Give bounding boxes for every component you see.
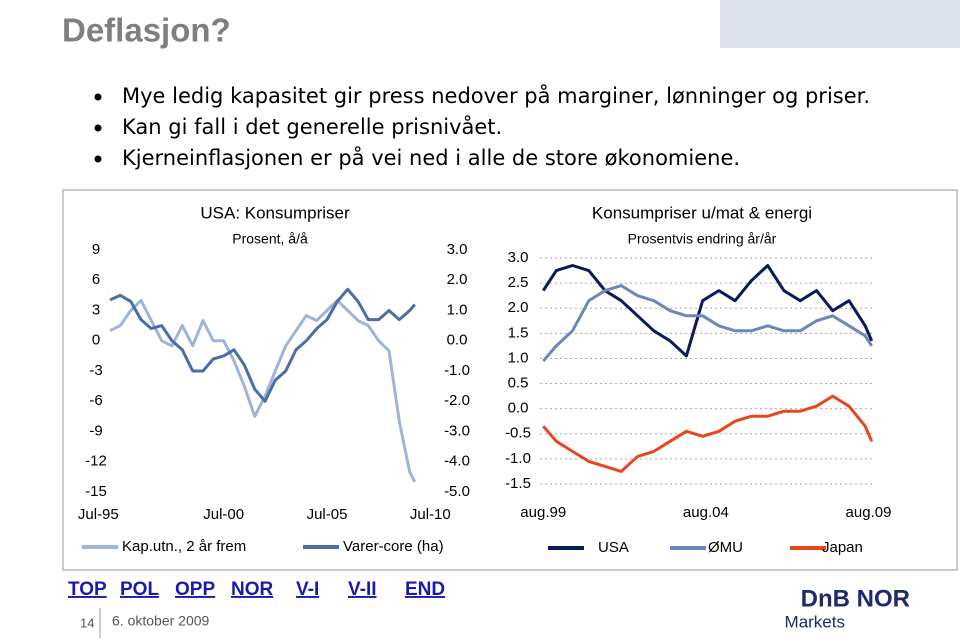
y-tick-label: 0.0 (508, 400, 529, 417)
bullet-text: Kjerneinflasjonen er på vei ned i alle d… (122, 145, 740, 170)
x-tick-label: aug.99 (520, 504, 566, 521)
nav-link[interactable]: END (405, 579, 445, 600)
y-tick-label: 2.0 (508, 299, 529, 316)
series-line (109, 287, 416, 403)
chart-frame (62, 189, 958, 571)
nav-link[interactable]: V-II (348, 579, 377, 600)
y-tick-label: 6 (92, 271, 100, 288)
series-line (542, 264, 874, 358)
nav-link[interactable]: V-I (296, 579, 319, 600)
y-tick-label: -15 (85, 483, 107, 500)
x-tick-label: aug.04 (683, 504, 729, 521)
page-number: 14 (80, 615, 94, 630)
y-tick-label: 3 (92, 301, 100, 318)
nav-link[interactable]: TOP (68, 579, 107, 600)
header-photo (720, 0, 960, 48)
legend-label: USA (598, 539, 629, 556)
legend-label: ØMU (708, 539, 743, 556)
y-tick-label: 0 (92, 332, 100, 349)
y-tick-label: -6 (89, 392, 102, 409)
chart-title: USA: Konsumpriser (200, 203, 350, 222)
y-tick-label: -12 (85, 453, 107, 470)
y2-tick-label: 0.0 (447, 332, 468, 349)
y-tick-label: 9 (92, 241, 100, 258)
series-line (109, 298, 417, 483)
y2-tick-label: -1.0 (444, 362, 470, 379)
bullet-dot (94, 93, 102, 101)
y-tick-label: -1.0 (505, 450, 531, 467)
bullet-dot (94, 124, 102, 132)
y2-tick-label: -3.0 (444, 422, 470, 439)
y-tick-label: -1.5 (505, 475, 531, 492)
nav-link[interactable]: OPP (175, 579, 215, 600)
y-tick-label: -0.5 (505, 425, 531, 442)
bullet-text: Mye ledig kapasitet gir press nedover på… (122, 83, 870, 108)
legend-label: Japan (822, 539, 863, 556)
y-tick-label: 1.5 (508, 324, 529, 341)
bullet-dot (94, 155, 102, 163)
y-tick-label: 3.0 (508, 249, 529, 266)
y2-tick-label: 1.0 (447, 301, 468, 318)
nav-link[interactable]: NOR (231, 579, 274, 600)
y2-tick-label: 3.0 (447, 241, 468, 258)
logo-subtitle: Markets (785, 612, 845, 631)
y-tick-label: -3 (89, 362, 102, 379)
x-tick-label: Jul-95 (78, 506, 119, 523)
x-tick-label: Jul-10 (410, 506, 451, 523)
series-line (542, 284, 873, 362)
legend-label: Kap.utn., 2 år frem (122, 538, 246, 555)
x-tick-label: aug.09 (846, 504, 892, 521)
legend-label: Varer-core (ha) (343, 538, 444, 555)
footer-date: 6. oktober 2009 (112, 613, 210, 629)
y-tick-label: 0.5 (508, 375, 529, 392)
bullet-text: Kan gi fall i det generelle prisnivået. (122, 114, 502, 139)
y-tick-label: 2.5 (508, 274, 529, 291)
chart-subtitle: Prosent, å/å (232, 231, 308, 247)
y2-tick-label: -2.0 (444, 392, 470, 409)
y-tick-label: 1.0 (508, 349, 529, 366)
series-line (542, 394, 874, 473)
nav-link[interactable]: POL (120, 579, 159, 600)
y2-tick-label: 2.0 (447, 271, 468, 288)
y2-tick-label: -5.0 (444, 483, 470, 500)
logo: DnB NOR (801, 585, 910, 612)
y2-tick-label: -4.0 (444, 453, 470, 470)
x-tick-label: Jul-05 (307, 506, 348, 523)
slide-title: Deflasjon? (62, 12, 231, 49)
y-tick-label: -9 (89, 422, 102, 439)
chart-title: Konsumpriser u/mat & energi (592, 203, 812, 222)
chart-subtitle: Prosentvis endring år/år (628, 231, 777, 247)
x-tick-label: Jul-00 (203, 506, 244, 523)
